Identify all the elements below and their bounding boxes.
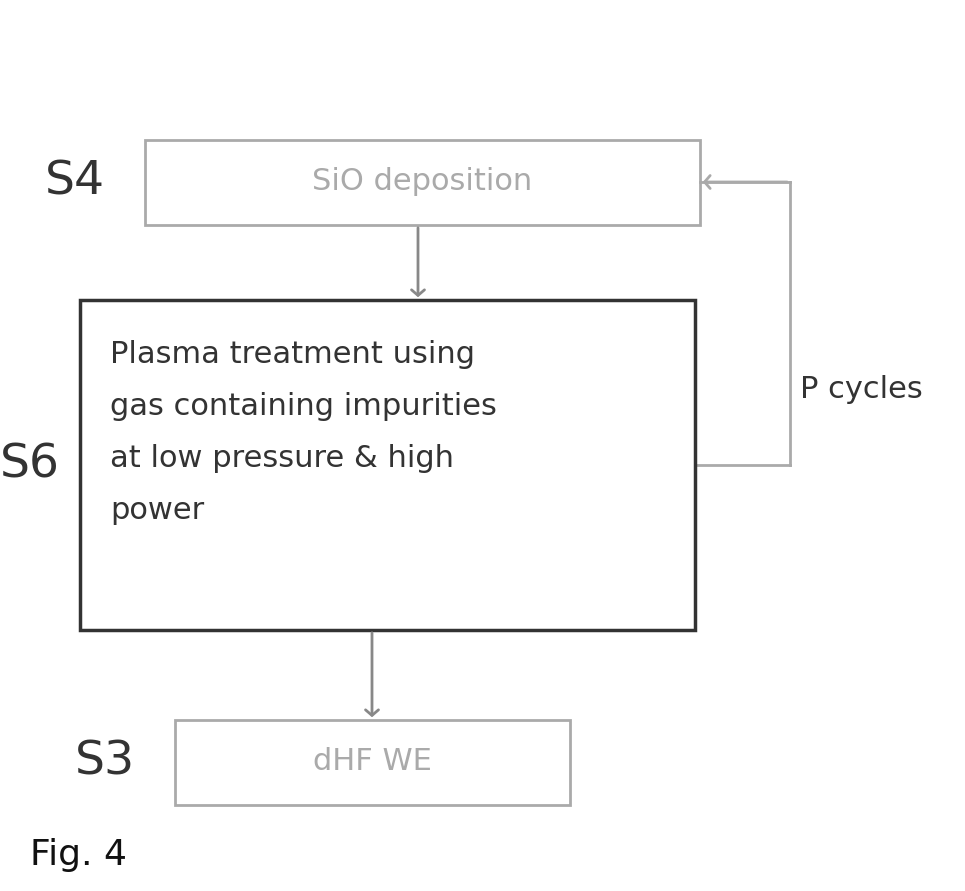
- Text: S3: S3: [75, 740, 135, 784]
- Text: SiO deposition: SiO deposition: [312, 168, 532, 197]
- Bar: [145, 140, 700, 225]
- Text: dHF WE: dHF WE: [313, 748, 431, 776]
- Text: P cycles: P cycles: [800, 375, 923, 405]
- Bar: [80, 300, 695, 630]
- Text: Fig. 4: Fig. 4: [30, 838, 127, 872]
- Bar: [175, 720, 570, 805]
- Text: S6: S6: [0, 443, 60, 487]
- Text: S4: S4: [45, 159, 105, 205]
- Text: Plasma treatment using
gas containing impurities
at low pressure & high
power: Plasma treatment using gas containing im…: [110, 340, 497, 525]
